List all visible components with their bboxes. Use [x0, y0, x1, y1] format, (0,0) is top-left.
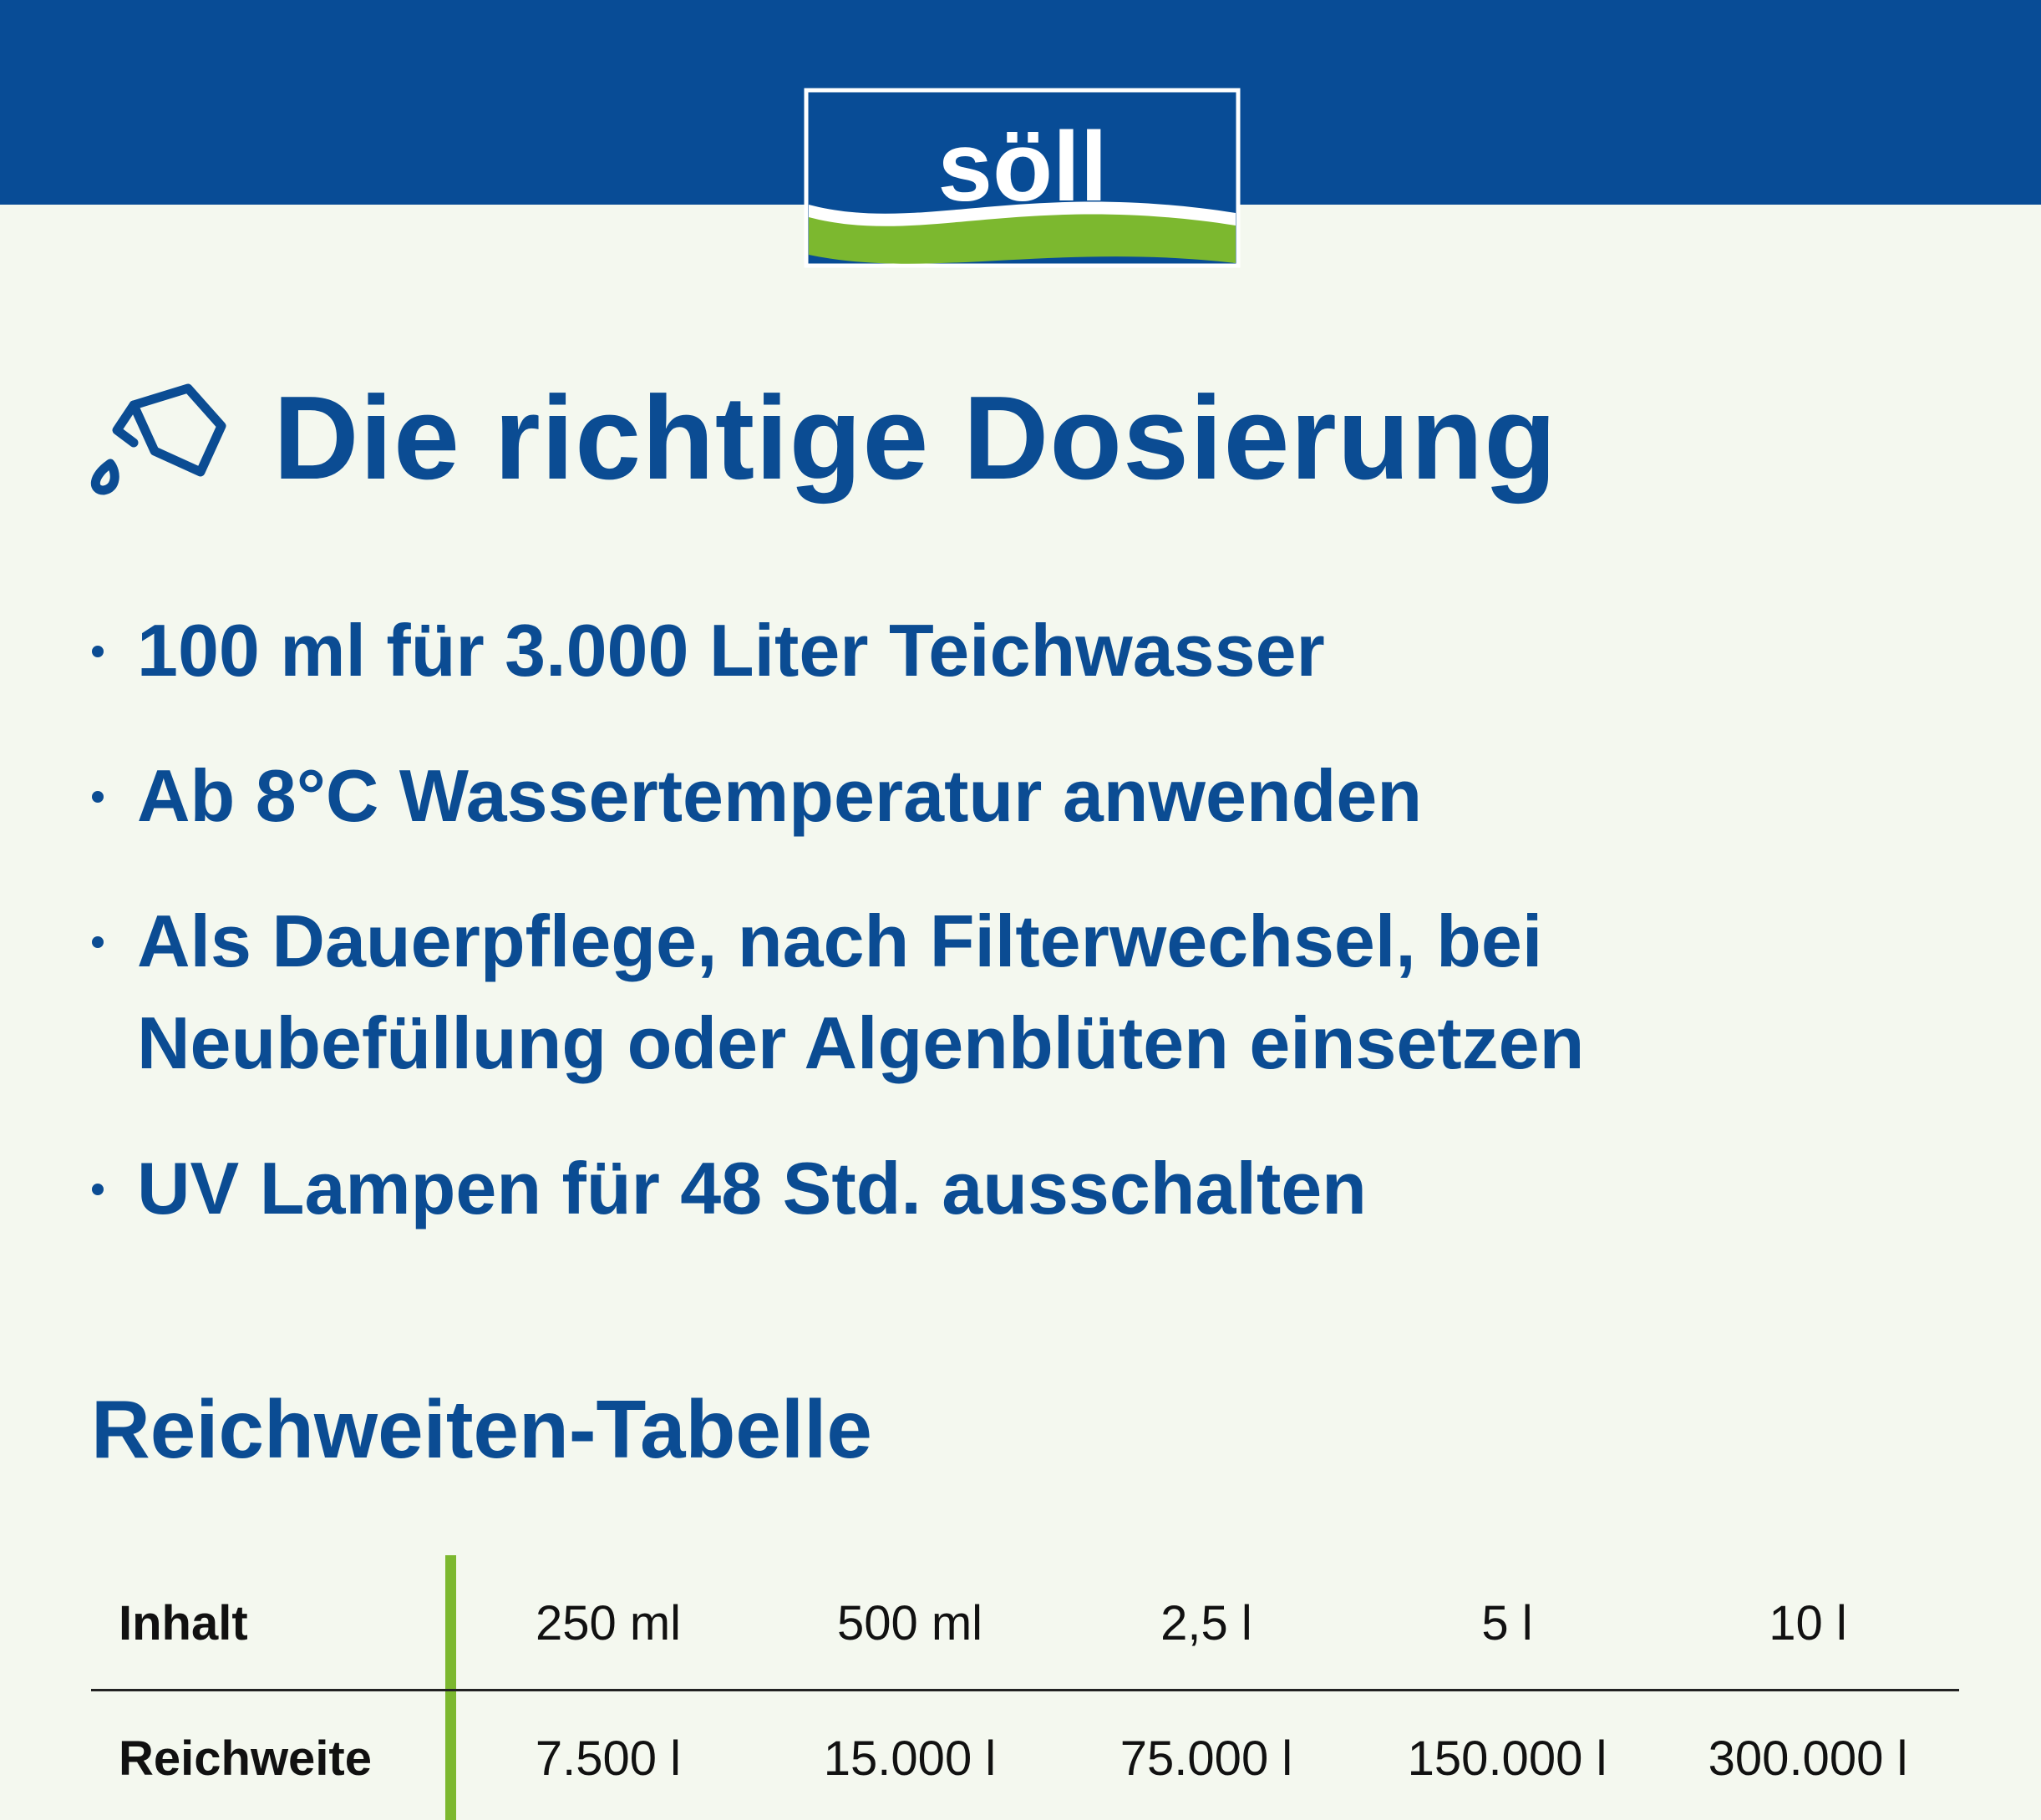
table-cell: 10 l [1769, 1596, 1847, 1650]
table-cell: 7.500 l [535, 1731, 682, 1786]
bullet-dot [92, 791, 104, 803]
icon-drop [91, 459, 119, 495]
table-cell: 2,5 l [1160, 1596, 1252, 1650]
icon-cup [129, 383, 226, 477]
bullet-item: Ab 8°C Wassertemperatur anwenden [92, 745, 1875, 847]
table-cell: 15.000 l [823, 1731, 997, 1786]
table-divider [445, 1555, 456, 1820]
row-header: Reichweite [119, 1731, 372, 1786]
pour-icon [91, 383, 226, 495]
bullet-dot [92, 646, 104, 657]
table-cell: 250 ml [535, 1596, 682, 1650]
row-header: Inhalt [119, 1596, 248, 1650]
bullet-text: Als Dauerpflege, nach Filterwechsel, bei… [137, 900, 1585, 1084]
table-row-rule [91, 1689, 1959, 1691]
table-cell: 75.000 l [1120, 1731, 1293, 1786]
bullet-text: Ab 8°C Wassertemperatur anwenden [137, 754, 1423, 837]
icon-spout [112, 400, 139, 448]
table-cell: 150.000 l [1407, 1731, 1607, 1786]
table-title: Reichweiten-Tabelle [91, 1383, 872, 1475]
bullet-dot [92, 936, 104, 948]
logo: söll [804, 88, 1241, 268]
bullet-dot [92, 1184, 104, 1195]
bullet-text: 100 ml für 3.000 Liter Teichwasser [137, 609, 1325, 692]
bullet-list: 100 ml für 3.000 Liter Teichwasser Ab 8°C… [92, 600, 1930, 1283]
bullet-text: UV Lampen für 48 Std. ausschalten [137, 1147, 1367, 1229]
table-cell: 500 ml [836, 1596, 983, 1650]
bullet-item: Als Dauerpflege, nach Filterwechsel, bei… [92, 890, 1875, 1094]
bullet-item: 100 ml für 3.000 Liter Teichwasser [92, 600, 1875, 702]
title: Die richtige Dosierung [273, 372, 1557, 504]
table-cell: 5 l [1481, 1596, 1533, 1650]
bullet-item: UV Lampen für 48 Std. ausschalten [92, 1138, 1875, 1240]
table-cell: 300.000 l [1708, 1731, 1908, 1786]
logo-wave-green [809, 214, 1236, 264]
logo-text: söll [937, 112, 1107, 222]
